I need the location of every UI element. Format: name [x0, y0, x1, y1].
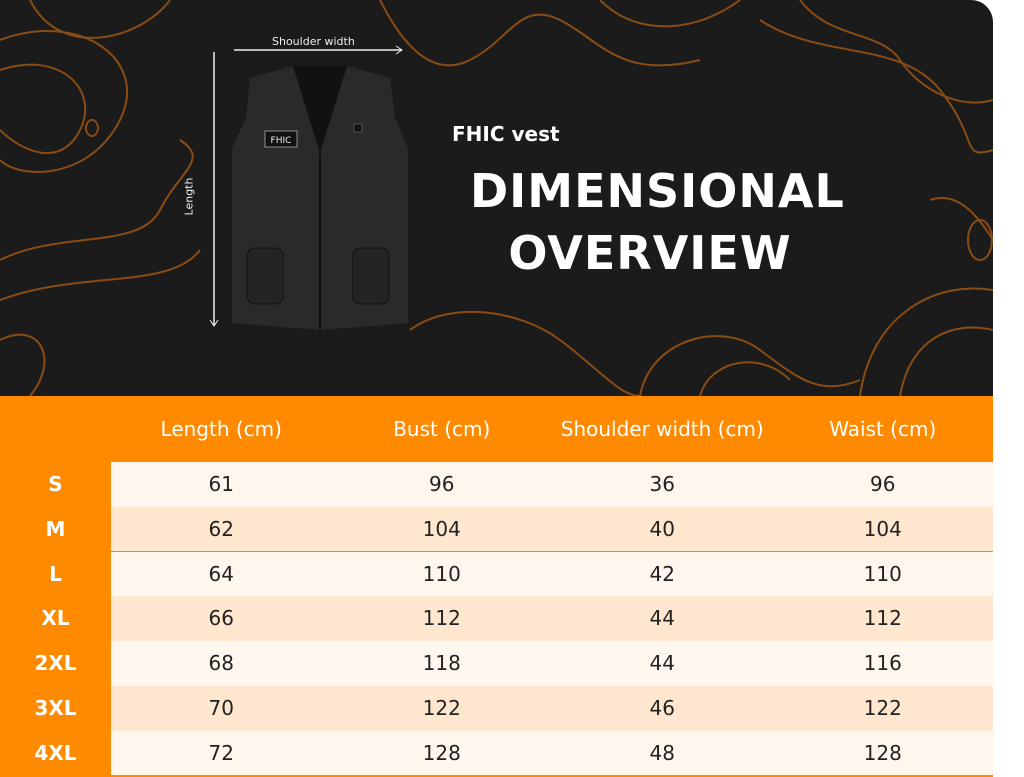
table-cell: 96 — [870, 472, 896, 496]
header-length: Length (cm) — [160, 417, 282, 441]
title-line-1: DIMENSIONAL — [470, 164, 845, 218]
patch-text: FHIC — [271, 136, 292, 146]
table-cell: 36 — [649, 472, 675, 496]
title-line-2: OVERVIEW — [508, 226, 792, 280]
table-cell: 64 — [208, 561, 234, 586]
table-row: L 64 110 42 110 — [0, 551, 993, 597]
header-shoulder-width: Shoulder width (cm) — [560, 417, 764, 441]
table-cell: 116 — [863, 651, 902, 676]
table-cell: 104 — [422, 516, 461, 541]
power-button-icon — [353, 123, 363, 133]
table-cell: 40 — [649, 516, 675, 541]
table-row: 3XL 70 122 46 122 — [0, 686, 993, 731]
table-cell: 44 — [649, 606, 675, 631]
table-cell: 46 — [649, 696, 675, 720]
size-label: 3XL — [34, 696, 77, 720]
hero-banner: FHIC Shoulder width Length FHIC vest DIM… — [0, 0, 993, 396]
vest-illustration: FHIC — [209, 45, 408, 330]
table-cell: 48 — [649, 740, 675, 765]
table-cell: 70 — [208, 696, 234, 720]
table-cell: 122 — [422, 696, 461, 720]
topographic-background — [0, 0, 993, 396]
size-label: 2XL — [34, 651, 77, 676]
table-row: 2XL 68 118 44 116 — [0, 641, 993, 686]
table-cell: 110 — [863, 561, 902, 586]
size-table: Length (cm) Bust (cm) Shoulder width (cm… — [0, 396, 993, 777]
header-waist: Waist (cm) — [829, 417, 937, 441]
table-cell: 118 — [422, 651, 461, 676]
table-row: S 61 96 36 96 — [0, 462, 993, 507]
table-cell: 72 — [208, 740, 234, 765]
table-cell: 112 — [863, 606, 902, 631]
table-cell: 62 — [208, 516, 234, 541]
table-cell: 42 — [649, 561, 675, 586]
table-cell: 61 — [208, 472, 234, 496]
table-header: Length (cm) Bust (cm) Shoulder width (cm… — [111, 396, 993, 462]
table-cell: 104 — [863, 516, 902, 541]
size-label: 4XL — [34, 740, 77, 765]
size-label: L — [49, 561, 62, 586]
table-cell: 128 — [863, 740, 902, 765]
size-label: S — [48, 472, 63, 496]
length-label: Length — [182, 177, 196, 216]
table-cell: 128 — [422, 740, 461, 765]
brand-patch — [264, 130, 298, 148]
table-cell: 110 — [422, 561, 461, 586]
table-cell: 112 — [422, 606, 461, 631]
page-title: DIMENSIONAL OVERVIEW — [470, 160, 845, 284]
table-cell: 68 — [208, 651, 234, 676]
table-row: 4XL 72 128 48 128 — [0, 730, 993, 776]
header-bust: Bust (cm) — [393, 417, 491, 441]
table-cell: 44 — [649, 651, 675, 676]
product-name: FHIC vest — [452, 122, 560, 146]
shoulder-width-label: Shoulder width — [272, 35, 355, 48]
table-cell: 122 — [863, 696, 902, 720]
table-row: M 62 104 40 104 — [0, 506, 993, 552]
table-cell: 96 — [429, 472, 455, 496]
table-row: XL 66 112 44 112 — [0, 596, 993, 641]
size-label: XL — [41, 606, 70, 631]
table-cell: 66 — [208, 606, 234, 631]
size-label: M — [45, 516, 66, 541]
